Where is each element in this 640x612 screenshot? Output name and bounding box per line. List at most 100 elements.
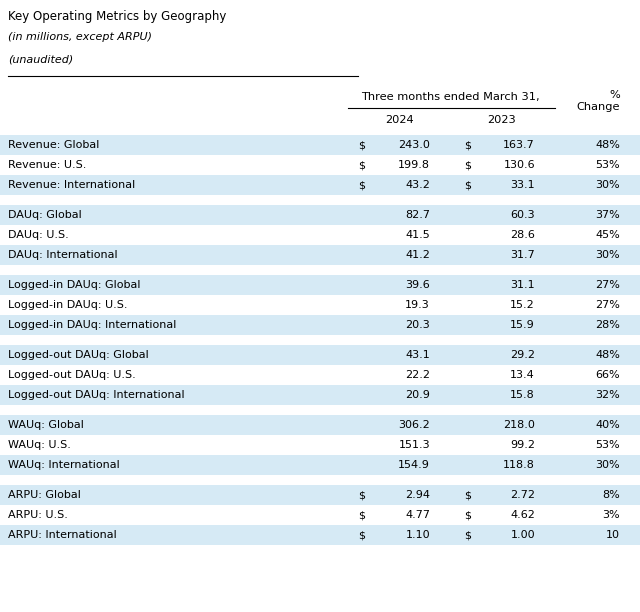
Text: $: $ bbox=[358, 140, 365, 150]
Text: 45%: 45% bbox=[595, 230, 620, 240]
Bar bbox=[0, 345, 640, 365]
Text: Logged-in DAUq: U.S.: Logged-in DAUq: U.S. bbox=[8, 300, 127, 310]
Text: 60.3: 60.3 bbox=[510, 210, 535, 220]
Bar bbox=[0, 485, 640, 505]
Text: Revenue: International: Revenue: International bbox=[8, 180, 135, 190]
Text: 154.9: 154.9 bbox=[398, 460, 430, 470]
Text: 4.62: 4.62 bbox=[510, 510, 535, 520]
Text: 4.77: 4.77 bbox=[405, 510, 430, 520]
Text: 2.94: 2.94 bbox=[405, 490, 430, 500]
Text: 30%: 30% bbox=[595, 180, 620, 190]
Text: 40%: 40% bbox=[595, 420, 620, 430]
Text: 2024: 2024 bbox=[386, 115, 414, 125]
Text: $: $ bbox=[464, 510, 471, 520]
Text: 66%: 66% bbox=[595, 370, 620, 380]
Text: 151.3: 151.3 bbox=[398, 440, 430, 450]
Text: 1.00: 1.00 bbox=[510, 530, 535, 540]
Bar bbox=[0, 415, 640, 435]
Text: $: $ bbox=[464, 490, 471, 500]
Text: 43.1: 43.1 bbox=[405, 350, 430, 360]
Text: Revenue: Global: Revenue: Global bbox=[8, 140, 99, 150]
Text: 130.6: 130.6 bbox=[504, 160, 535, 170]
Text: $: $ bbox=[464, 160, 471, 170]
Text: 41.2: 41.2 bbox=[405, 250, 430, 260]
Text: $: $ bbox=[358, 160, 365, 170]
Text: $: $ bbox=[358, 530, 365, 540]
Text: 30%: 30% bbox=[595, 460, 620, 470]
Text: 13.4: 13.4 bbox=[510, 370, 535, 380]
Text: ARPU: U.S.: ARPU: U.S. bbox=[8, 510, 68, 520]
Text: 48%: 48% bbox=[595, 140, 620, 150]
Bar bbox=[0, 315, 640, 335]
Text: DAUq: Global: DAUq: Global bbox=[8, 210, 82, 220]
Text: Logged-out DAUq: International: Logged-out DAUq: International bbox=[8, 390, 184, 400]
Text: 8%: 8% bbox=[602, 490, 620, 500]
Text: $: $ bbox=[358, 510, 365, 520]
Text: 3%: 3% bbox=[602, 510, 620, 520]
Text: 10: 10 bbox=[606, 530, 620, 540]
Text: WAUq: Global: WAUq: Global bbox=[8, 420, 84, 430]
Text: 163.7: 163.7 bbox=[503, 140, 535, 150]
Text: 218.0: 218.0 bbox=[503, 420, 535, 430]
Text: 48%: 48% bbox=[595, 350, 620, 360]
Text: Logged-out DAUq: U.S.: Logged-out DAUq: U.S. bbox=[8, 370, 136, 380]
Text: 15.9: 15.9 bbox=[510, 320, 535, 330]
Text: (unaudited): (unaudited) bbox=[8, 54, 73, 64]
Text: WAUq: International: WAUq: International bbox=[8, 460, 120, 470]
Text: ARPU: International: ARPU: International bbox=[8, 530, 116, 540]
Text: DAUq: U.S.: DAUq: U.S. bbox=[8, 230, 68, 240]
Text: Logged-in DAUq: International: Logged-in DAUq: International bbox=[8, 320, 177, 330]
Text: 41.5: 41.5 bbox=[405, 230, 430, 240]
Bar bbox=[0, 175, 640, 195]
Text: $: $ bbox=[464, 140, 471, 150]
Text: 27%: 27% bbox=[595, 300, 620, 310]
Text: 2023: 2023 bbox=[488, 115, 516, 125]
Text: 30%: 30% bbox=[595, 250, 620, 260]
Text: Three months ended March 31,: Three months ended March 31, bbox=[361, 92, 540, 102]
Text: ARPU: Global: ARPU: Global bbox=[8, 490, 81, 500]
Bar bbox=[0, 245, 640, 265]
Text: 31.7: 31.7 bbox=[510, 250, 535, 260]
Text: $: $ bbox=[358, 180, 365, 190]
Text: 199.8: 199.8 bbox=[398, 160, 430, 170]
Text: 82.7: 82.7 bbox=[405, 210, 430, 220]
Text: 39.6: 39.6 bbox=[405, 280, 430, 290]
Text: WAUq: U.S.: WAUq: U.S. bbox=[8, 440, 71, 450]
Text: (in millions, except ARPU): (in millions, except ARPU) bbox=[8, 32, 152, 42]
Bar bbox=[0, 385, 640, 405]
Text: 29.2: 29.2 bbox=[510, 350, 535, 360]
Text: 118.8: 118.8 bbox=[503, 460, 535, 470]
Text: 22.2: 22.2 bbox=[405, 370, 430, 380]
Bar bbox=[0, 205, 640, 225]
Text: 53%: 53% bbox=[595, 440, 620, 450]
Text: 243.0: 243.0 bbox=[398, 140, 430, 150]
Text: Logged-out DAUq: Global: Logged-out DAUq: Global bbox=[8, 350, 148, 360]
Text: 99.2: 99.2 bbox=[510, 440, 535, 450]
Text: 53%: 53% bbox=[595, 160, 620, 170]
Text: Key Operating Metrics by Geography: Key Operating Metrics by Geography bbox=[8, 10, 227, 23]
Text: %
Change: % Change bbox=[577, 90, 620, 113]
Text: 15.8: 15.8 bbox=[510, 390, 535, 400]
Text: 33.1: 33.1 bbox=[510, 180, 535, 190]
Text: 28%: 28% bbox=[595, 320, 620, 330]
Text: 15.2: 15.2 bbox=[510, 300, 535, 310]
Text: 37%: 37% bbox=[595, 210, 620, 220]
Bar bbox=[0, 455, 640, 475]
Text: 31.1: 31.1 bbox=[510, 280, 535, 290]
Text: 20.3: 20.3 bbox=[405, 320, 430, 330]
Text: 19.3: 19.3 bbox=[405, 300, 430, 310]
Text: $: $ bbox=[464, 530, 471, 540]
Text: 306.2: 306.2 bbox=[398, 420, 430, 430]
Bar bbox=[0, 135, 640, 155]
Text: Revenue: U.S.: Revenue: U.S. bbox=[8, 160, 86, 170]
Bar bbox=[0, 275, 640, 295]
Text: 1.10: 1.10 bbox=[405, 530, 430, 540]
Text: 20.9: 20.9 bbox=[405, 390, 430, 400]
Text: 43.2: 43.2 bbox=[405, 180, 430, 190]
Bar bbox=[0, 525, 640, 545]
Text: DAUq: International: DAUq: International bbox=[8, 250, 118, 260]
Text: 27%: 27% bbox=[595, 280, 620, 290]
Text: $: $ bbox=[464, 180, 471, 190]
Text: 32%: 32% bbox=[595, 390, 620, 400]
Text: 28.6: 28.6 bbox=[510, 230, 535, 240]
